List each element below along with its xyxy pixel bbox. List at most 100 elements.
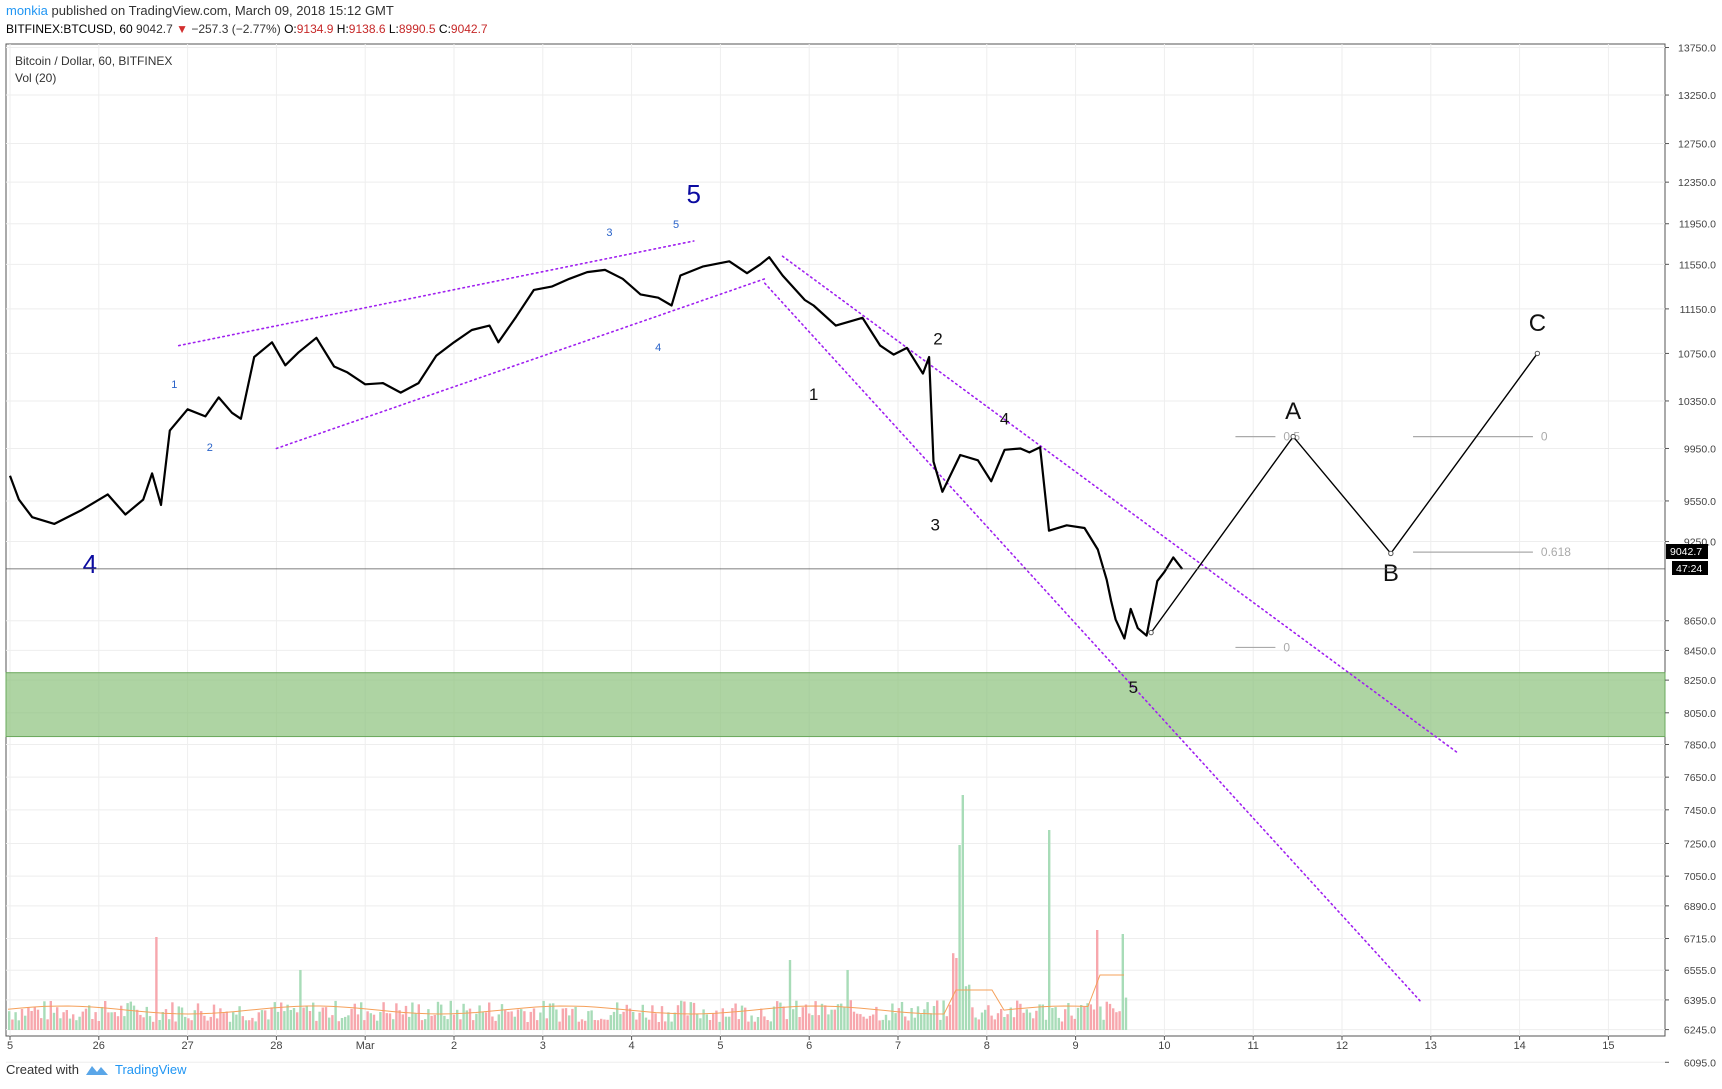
volume-bar [401,1014,404,1030]
volume-bar [910,1008,913,1030]
x-tick-label: 9 [1073,1040,1079,1052]
volume-bar [164,1009,168,1030]
volume-bar [56,1007,59,1030]
volume-bar [996,1013,1000,1030]
volume-bar [836,1004,840,1030]
volume-bar [203,1015,206,1030]
volume-bar [417,1004,420,1030]
volume-bar [747,1021,750,1030]
tradingview-logo-icon [85,1065,108,1075]
volume-bar [411,1002,414,1030]
volume-bar [881,1019,884,1030]
volume-bar [632,1011,635,1030]
wave-label: 3 [606,227,612,239]
volume-bar [168,1019,171,1030]
volume-bar [558,1021,561,1030]
volume-bar [216,1018,219,1030]
volume-bar [395,1003,398,1030]
publish-line: monkia published on TradingView.com, Mar… [6,2,488,20]
volume-bar [660,1006,664,1030]
wave-label: 1 [809,385,818,404]
x-tick-label: 11 [1247,1040,1258,1052]
price-line [8,256,1184,640]
volume-bar [244,1020,248,1030]
volume-bar [484,1012,488,1030]
volume-bar [302,1007,305,1030]
volume-bar [1112,1008,1115,1030]
open-label: O: [284,22,297,36]
volume-bar [430,1015,433,1030]
volume-bar [872,1014,875,1030]
volume-bar [1006,1014,1009,1030]
volume-bar [548,1003,552,1030]
volume-bar [900,1002,904,1030]
volume-bar [187,1018,190,1030]
volume-bar [1118,1011,1121,1030]
wave-label: 1 [171,379,177,391]
volume-bar [212,1004,216,1030]
volume-bar [46,1019,49,1030]
volume-bar [331,1015,334,1030]
volume-bar [491,1016,494,1030]
high-value: 9138.6 [348,22,386,36]
close-value: 9042.7 [450,22,488,36]
volume-bar [680,1000,683,1030]
time-axis[interactable]: 5 26 27 28 Mar 2 3 4 5 6 7 8 9 10 11 12 13 14 15 [7,1036,1615,1052]
bar-countdown: 47:24 [1676,563,1702,575]
y-tick-label: 7850.0 [1684,739,1716,751]
volume-bar [356,1014,360,1030]
volume-bar [1102,1019,1105,1030]
y-tick-label: 6555.0 [1684,965,1716,977]
volume-bar [801,1007,804,1030]
volume-bar [209,1016,212,1030]
tradingview-link[interactable]: TradingView [114,1062,187,1077]
y-tick-label: 11150.0 [1680,304,1717,316]
volume-bar [670,1021,673,1030]
volume-bar [884,1014,888,1030]
volume-bar [702,1009,705,1030]
volume-bar [795,1000,798,1030]
y-tick-label: 8450.0 [1684,645,1716,657]
volume-bar [536,1020,539,1030]
volume-bar [510,1011,513,1030]
volume-bar [964,986,968,1030]
fib-label: 0.618 [1541,545,1571,559]
volume-bar [1028,1012,1032,1030]
volume-bar [379,1012,382,1030]
volume-bar [808,1013,811,1030]
volume-bar [286,1004,289,1030]
y-tick-label: 8250.0 [1684,675,1716,687]
volume-bar [43,1001,46,1030]
volume-bar [340,1018,344,1030]
volume-bar [392,1019,395,1030]
volume-bar [94,1012,97,1030]
volume-bar [404,1005,408,1030]
publish-info: published on TradingView.com, March 09, … [47,3,394,18]
volume-bar [1115,1012,1118,1030]
y-tick-label: 8050.0 [1684,708,1716,720]
volume-bar [424,1019,427,1030]
volume-bar [1016,1000,1019,1030]
volume-bar [481,1012,484,1030]
wave-label: 4 [655,342,661,354]
author-link[interactable]: monkia [6,3,48,18]
y-tick-label: 9550.0 [1684,496,1716,508]
volume-bar [980,1012,984,1030]
volume-bar [446,1019,449,1030]
volume-bar [88,1005,91,1030]
volume-bar [398,1010,401,1030]
support-zone [5,672,1666,738]
price-axis[interactable]: 13750.0 13250.0 12750.0 12350.0 11950.0 11550… [1665,43,1716,1070]
volume-bar [571,1008,574,1030]
volume-bar [497,1014,500,1030]
volume-bar [17,1020,20,1030]
volume-bar [161,1012,164,1030]
wave-label: 4 [1000,410,1009,429]
volume-bar [779,1002,782,1030]
volume-bar [420,1020,424,1030]
x-tick-label: 4 [629,1040,635,1052]
volume-bar [577,1021,580,1030]
x-tick-label: Mar [356,1040,375,1052]
